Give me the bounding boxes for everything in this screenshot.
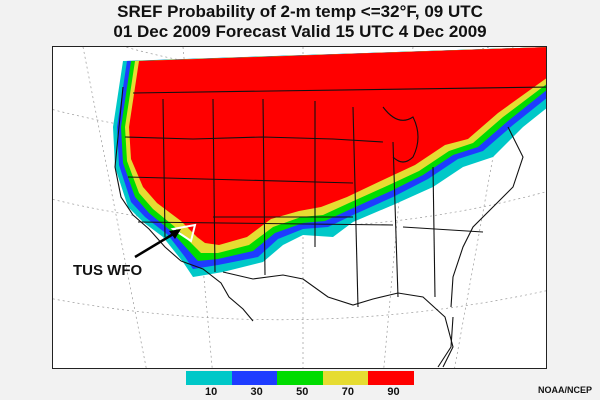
legend-ticks: 10 30 50 70 90: [186, 386, 414, 398]
prob-90-region: [129, 47, 546, 245]
legend-tick-10: 10: [204, 386, 218, 398]
legend-tick-70: 70: [341, 386, 354, 398]
annotation-arrow: [134, 229, 181, 259]
legend-swatch-30: [231, 371, 278, 385]
probability-map: [53, 47, 546, 368]
tus-wfo-marker: [170, 223, 197, 243]
title-line-2: 01 Dec 2009 Forecast Valid 15 UTC 4 Dec …: [113, 22, 487, 41]
color-legend: [186, 371, 414, 385]
title-line-1: SREF Probability of 2-m temp <=32°F, 09 …: [117, 2, 483, 21]
credit-label: NOAA/NCEP: [537, 385, 592, 395]
chart-title: SREF Probability of 2-m temp <=32°F, 09 …: [0, 2, 600, 42]
legend-tick-50: 50: [296, 386, 309, 398]
map-panel: [52, 46, 547, 369]
legend-swatch-50: [277, 371, 323, 385]
tus-wfo-label: TUS WFO: [73, 262, 143, 279]
legend-swatch-90: [368, 371, 414, 385]
legend-swatch-10: [186, 371, 232, 385]
legend-tick-30: 30: [250, 386, 263, 398]
legend-swatch-70: [322, 371, 369, 385]
legend-tick-90: 90: [387, 386, 400, 398]
boundaries: [114, 86, 546, 368]
